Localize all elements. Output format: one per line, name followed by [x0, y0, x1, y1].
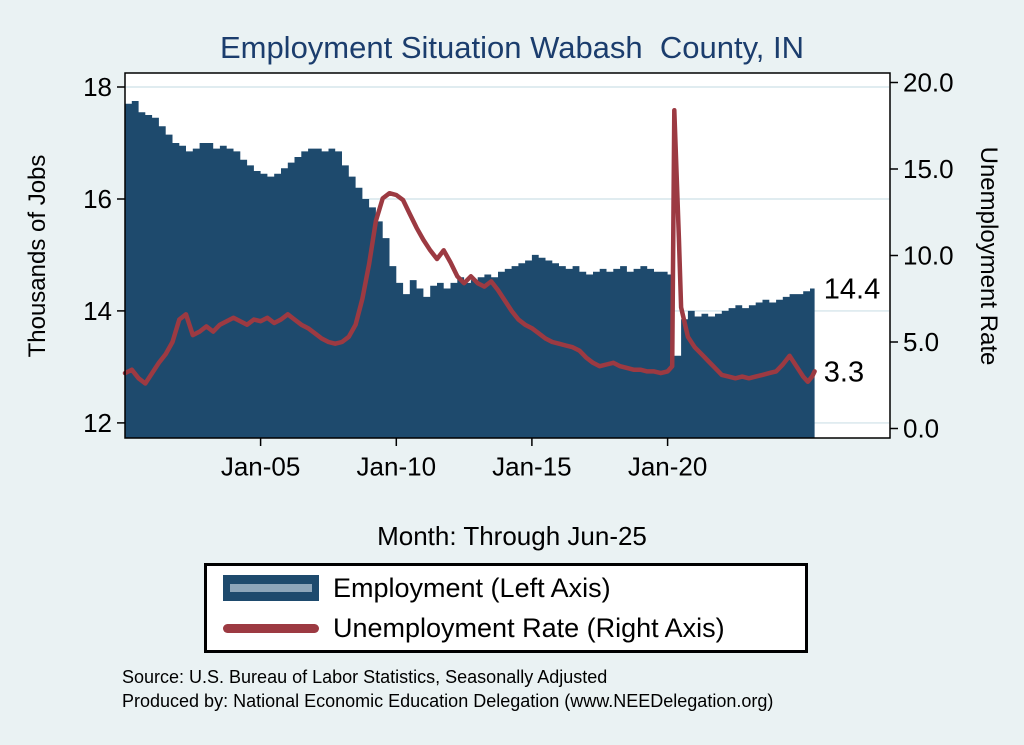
- x-tick-label: Jan-15: [492, 451, 572, 481]
- unemployment-swatch: [223, 623, 319, 633]
- value-annotation: 14.4: [824, 274, 880, 306]
- produced-line: Produced by: National Economic Education…: [122, 690, 774, 711]
- x-tick-label: Jan-10: [357, 451, 437, 481]
- unemployment-line: [122, 107, 817, 386]
- right-tick-label: 0.0: [903, 414, 939, 444]
- right-axis-label: Unemployment Rate: [975, 146, 1002, 366]
- x-tick-label: Jan-20: [628, 451, 708, 481]
- left-tick-label: 14: [83, 296, 112, 326]
- right-tick-label: 10.0: [903, 241, 954, 271]
- legend-row-unemployment: Unemployment Rate (Right Axis): [223, 613, 805, 644]
- value-annotation: 3.3: [824, 357, 864, 389]
- employment-swatch: [223, 575, 319, 601]
- legend-label-unemployment: Unemployment Rate (Right Axis): [333, 612, 725, 643]
- legend: Employment (Left Axis) Unemployment Rate…: [204, 563, 808, 653]
- right-tick-label: 5.0: [903, 327, 939, 357]
- employment-area: [125, 101, 815, 438]
- chart-title: Employment Situation Wabash County, IN: [219, 30, 805, 65]
- left-tick-label: 16: [83, 184, 112, 214]
- left-tick-label: 18: [83, 72, 112, 102]
- source-line: Source: U.S. Bureau of Labor Statistics,…: [122, 667, 608, 687]
- employment-swatch-inner: [230, 584, 312, 592]
- legend-label-employment: Employment (Left Axis): [333, 572, 611, 603]
- right-tick-label: 15.0: [903, 154, 954, 184]
- source-note: Source: U.S. Bureau of Labor Statistics,…: [122, 666, 773, 714]
- right-tick-label: 20.0: [903, 68, 954, 98]
- legend-row-employment: Employment (Left Axis): [223, 573, 805, 604]
- x-tick-label: Jan-05: [221, 451, 301, 481]
- left-tick-label: 12: [83, 408, 112, 438]
- left-axis-label: Thousands of Jobs: [24, 154, 51, 358]
- plot-area: 12 14 16 18 0.0 5.0 10.0 15.0 20.0 Jan-05 Jan-10 Ja…: [83, 68, 954, 482]
- x-axis-title: Month: Through Jun-25: [377, 521, 647, 551]
